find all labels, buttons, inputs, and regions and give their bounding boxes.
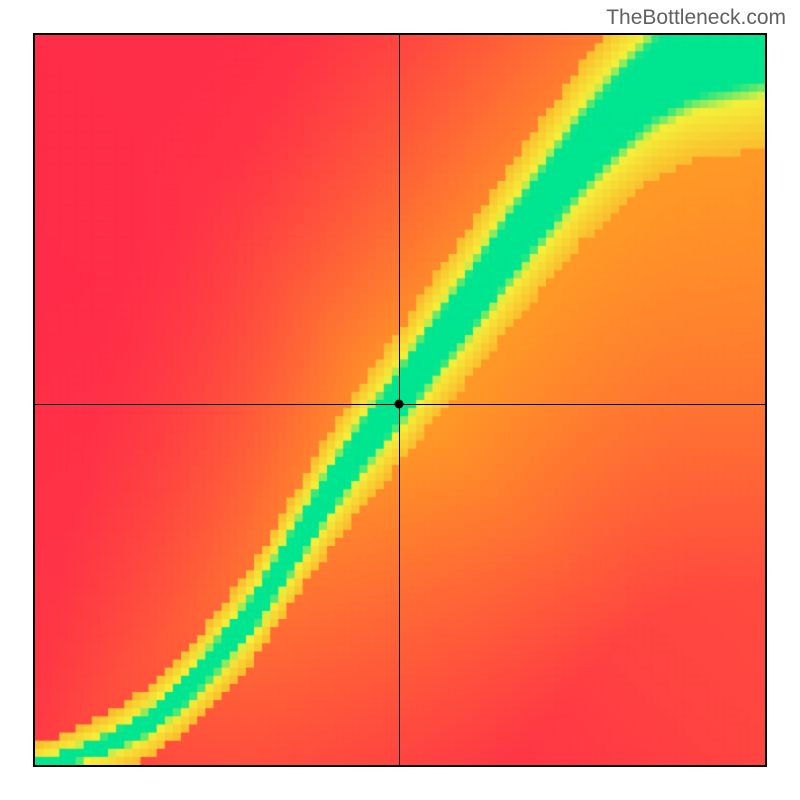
watermark-text: TheBottleneck.com	[606, 6, 786, 30]
marker-dot	[395, 399, 404, 408]
plot-area	[33, 33, 767, 767]
chart-container: TheBottleneck.com	[0, 0, 800, 800]
